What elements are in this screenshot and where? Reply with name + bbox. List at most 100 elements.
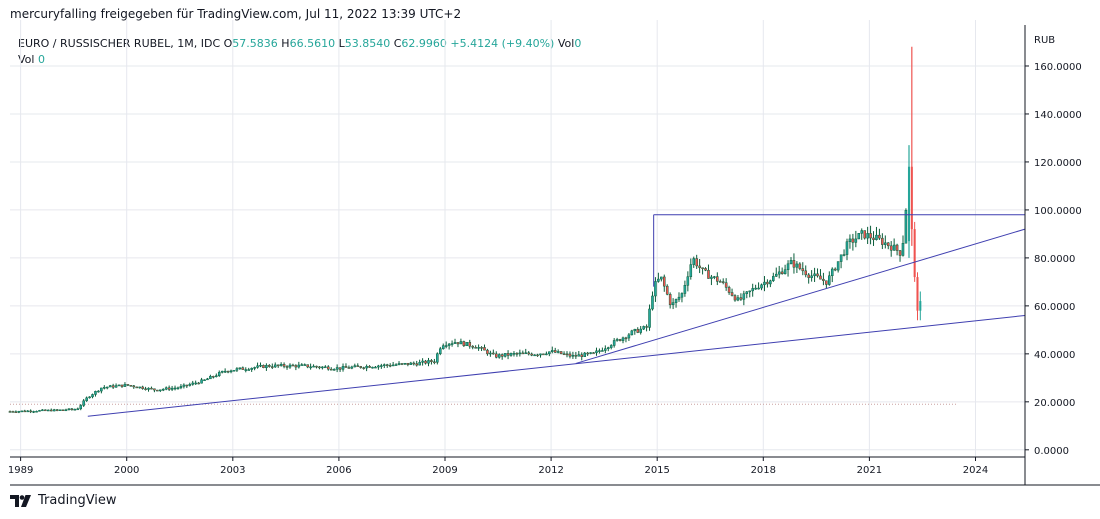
candle-body: [613, 340, 615, 345]
candle-body: [433, 362, 435, 363]
price-chart[interactable]: RUB160.0000140.0000120.0000100.000080.00…: [0, 0, 1100, 519]
candle-body: [139, 387, 141, 388]
candle-body: [68, 409, 70, 410]
candle-body: [678, 297, 680, 299]
price-axis[interactable]: RUB160.0000140.0000120.0000100.000080.00…: [1025, 35, 1082, 457]
candle-body: [286, 366, 288, 367]
candle-body: [307, 365, 309, 367]
candle-body: [707, 270, 709, 278]
candle-body: [9, 411, 11, 412]
candle-body: [513, 353, 515, 354]
candle-body: [654, 281, 656, 296]
candle-body: [342, 366, 344, 369]
candle-body: [799, 264, 801, 269]
candle-body: [763, 282, 765, 285]
candle-body: [849, 239, 851, 242]
candle-body: [410, 363, 412, 365]
candle-body: [690, 265, 692, 277]
candle-body: [769, 281, 771, 284]
candle-body: [528, 353, 530, 354]
candle-body: [516, 353, 518, 354]
candle-body: [310, 367, 312, 368]
candle-body: [150, 388, 152, 389]
candle-body: [392, 365, 394, 366]
candle-body: [492, 353, 494, 354]
candle-body: [206, 379, 208, 380]
candle-body: [118, 385, 120, 386]
candle-body: [230, 371, 232, 372]
candle-body: [86, 398, 88, 401]
candle-body: [581, 355, 583, 357]
candle-body: [693, 259, 695, 265]
candle-body: [790, 260, 792, 263]
candle-body: [622, 338, 624, 341]
candle-body: [201, 380, 203, 383]
candle-body: [486, 350, 488, 354]
candle-body: [77, 409, 79, 410]
candle-body: [236, 369, 238, 371]
candle-body: [675, 299, 677, 302]
candle-body: [395, 365, 397, 366]
candle-body: [731, 293, 733, 296]
candle-body: [663, 277, 665, 286]
candle-body: [324, 367, 326, 368]
candle-body: [436, 354, 438, 363]
candle-body: [816, 274, 818, 276]
candle-body: [595, 351, 597, 353]
candle-body: [919, 301, 921, 311]
candle-body: [94, 391, 96, 394]
candlestick-series: [9, 47, 921, 413]
candle-body: [666, 286, 668, 294]
candle-body: [478, 347, 480, 348]
candle-body: [796, 264, 798, 267]
candle-body: [30, 411, 32, 412]
candle-body: [725, 283, 727, 288]
candle-body: [902, 243, 904, 255]
candle-body: [858, 233, 860, 239]
candle-body: [475, 347, 477, 348]
candle-body: [557, 351, 559, 352]
candle-body: [483, 347, 485, 350]
candle-body: [451, 344, 453, 345]
candle-body: [65, 410, 67, 411]
candle-body: [348, 368, 350, 369]
candle-body: [389, 365, 391, 366]
candle-body: [35, 411, 37, 412]
candle-body: [195, 383, 197, 384]
candle-body: [277, 365, 279, 366]
candle-body: [315, 366, 317, 367]
candle-body: [422, 361, 424, 362]
time-axis[interactable]: 1989200020032006200920122015201820212024: [8, 457, 988, 476]
tradingview-branding[interactable]: TradingView: [10, 493, 117, 508]
candle-body: [192, 383, 194, 384]
candle-body: [41, 410, 43, 411]
candle-body: [808, 275, 810, 278]
candle-body: [180, 386, 182, 387]
candle-body: [737, 298, 739, 300]
candle-body: [239, 368, 241, 369]
candle-body: [38, 410, 40, 411]
candle-body: [590, 353, 592, 354]
candle-body: [469, 342, 471, 346]
candle-body: [537, 355, 539, 356]
candle-body: [749, 291, 751, 292]
candle-body: [327, 367, 329, 369]
candle-body: [271, 367, 273, 368]
candle-body: [840, 255, 842, 262]
candle-body: [289, 365, 291, 367]
brand-name: TradingView: [38, 493, 117, 508]
y-tick-label: 40.0000: [1034, 350, 1075, 361]
candle-body: [221, 371, 223, 372]
candle-body: [628, 335, 630, 338]
chart-frame: [10, 25, 1100, 485]
candle-body: [575, 355, 577, 356]
candle-body: [374, 367, 376, 368]
candle-body: [274, 365, 276, 367]
candle-body: [598, 351, 600, 352]
candle-body: [251, 368, 253, 369]
candle-body: [115, 386, 117, 388]
candle-body: [121, 385, 123, 387]
candle-body: [147, 388, 149, 389]
candle-body: [89, 397, 91, 398]
candle-body: [233, 370, 235, 371]
